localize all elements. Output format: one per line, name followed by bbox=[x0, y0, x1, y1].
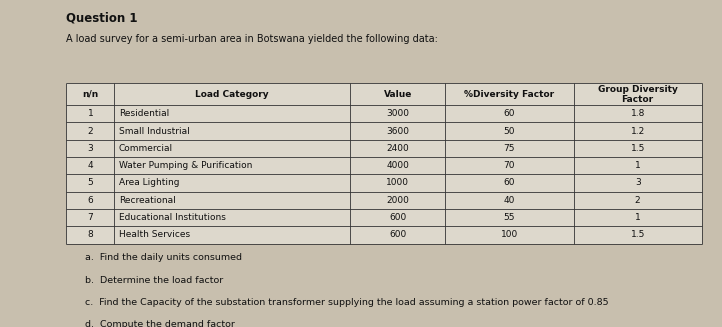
Text: 1.5: 1.5 bbox=[630, 231, 645, 239]
Text: Water Pumping & Purification: Water Pumping & Purification bbox=[118, 161, 252, 170]
Text: 55: 55 bbox=[504, 213, 516, 222]
Text: Residential: Residential bbox=[118, 109, 169, 118]
Text: Educational Institutions: Educational Institutions bbox=[118, 213, 225, 222]
Text: 4000: 4000 bbox=[386, 161, 409, 170]
Text: 75: 75 bbox=[504, 144, 516, 153]
Text: 1.2: 1.2 bbox=[630, 127, 645, 135]
Text: 5: 5 bbox=[87, 179, 93, 187]
Text: 100: 100 bbox=[501, 231, 518, 239]
Bar bbox=[66, 83, 702, 244]
Text: 1.5: 1.5 bbox=[630, 144, 645, 153]
Text: 3: 3 bbox=[635, 179, 640, 187]
Text: 2000: 2000 bbox=[386, 196, 409, 205]
Text: 6: 6 bbox=[87, 196, 93, 205]
Text: 2400: 2400 bbox=[386, 144, 409, 153]
Text: 60: 60 bbox=[504, 109, 516, 118]
Text: Value: Value bbox=[383, 90, 412, 99]
Text: 40: 40 bbox=[504, 196, 515, 205]
Text: Health Services: Health Services bbox=[118, 231, 190, 239]
Text: 600: 600 bbox=[389, 213, 406, 222]
Text: 1000: 1000 bbox=[386, 179, 409, 187]
Text: 4: 4 bbox=[87, 161, 93, 170]
Text: a.  Find the daily units consumed: a. Find the daily units consumed bbox=[85, 253, 242, 263]
Text: A load survey for a semi-urban area in Botswana yielded the following data:: A load survey for a semi-urban area in B… bbox=[66, 34, 438, 44]
Text: 60: 60 bbox=[504, 179, 516, 187]
Text: 3600: 3600 bbox=[386, 127, 409, 135]
Text: 1.8: 1.8 bbox=[630, 109, 645, 118]
Text: 3: 3 bbox=[87, 144, 93, 153]
Text: %Diversity Factor: %Diversity Factor bbox=[464, 90, 554, 99]
Text: 1: 1 bbox=[635, 161, 640, 170]
Text: Load Category: Load Category bbox=[196, 90, 269, 99]
Text: 50: 50 bbox=[504, 127, 516, 135]
Text: 1: 1 bbox=[635, 213, 640, 222]
Text: 600: 600 bbox=[389, 231, 406, 239]
Text: Small Industrial: Small Industrial bbox=[118, 127, 189, 135]
Text: 70: 70 bbox=[504, 161, 516, 170]
Text: Recreational: Recreational bbox=[118, 196, 175, 205]
Text: n/n: n/n bbox=[82, 90, 98, 99]
Text: d.  Compute the demand factor: d. Compute the demand factor bbox=[85, 320, 235, 327]
Text: 2: 2 bbox=[87, 127, 93, 135]
Text: b.  Determine the load factor: b. Determine the load factor bbox=[85, 276, 223, 285]
Text: 1: 1 bbox=[87, 109, 93, 118]
Text: Area Lighting: Area Lighting bbox=[118, 179, 179, 187]
Text: Question 1: Question 1 bbox=[66, 11, 138, 25]
Text: 2: 2 bbox=[635, 196, 640, 205]
Text: c.  Find the Capacity of the substation transformer supplying the load assuming : c. Find the Capacity of the substation t… bbox=[85, 298, 609, 307]
Text: Commercial: Commercial bbox=[118, 144, 173, 153]
Text: 7: 7 bbox=[87, 213, 93, 222]
Text: Group Diversity
Factor: Group Diversity Factor bbox=[598, 84, 678, 104]
Text: 3000: 3000 bbox=[386, 109, 409, 118]
Text: 8: 8 bbox=[87, 231, 93, 239]
